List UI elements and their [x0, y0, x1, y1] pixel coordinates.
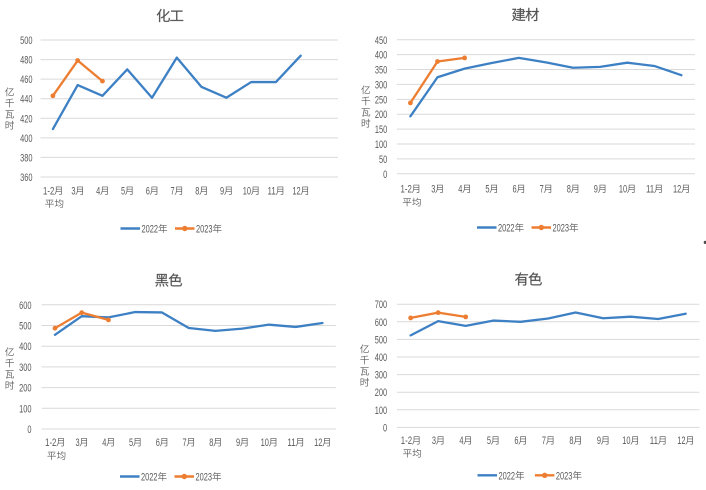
- svg-text:8: 8: [195, 186, 199, 198]
- svg-text:4: 4: [458, 184, 462, 196]
- svg-text:5: 5: [129, 437, 133, 449]
- svg-text:11: 11: [287, 437, 295, 449]
- svg-text:1-2: 1-2: [43, 186, 54, 198]
- svg-text:12: 12: [314, 437, 322, 449]
- svg-text:480: 480: [20, 55, 32, 67]
- svg-text:11: 11: [268, 186, 276, 198]
- svg-text:5: 5: [487, 435, 491, 447]
- svg-text:300: 300: [19, 362, 31, 374]
- svg-text:600: 600: [375, 317, 387, 329]
- svg-text:5: 5: [121, 186, 125, 198]
- svg-text:10: 10: [243, 186, 251, 198]
- svg-text:250: 250: [375, 94, 387, 106]
- svg-text:10: 10: [619, 184, 627, 196]
- svg-text:4: 4: [96, 186, 100, 198]
- svg-text:0: 0: [27, 424, 31, 436]
- svg-text:8: 8: [567, 184, 571, 196]
- svg-text:700: 700: [375, 299, 387, 311]
- svg-text:12: 12: [673, 184, 681, 196]
- svg-text:420: 420: [20, 113, 32, 125]
- svg-text:5: 5: [485, 184, 489, 196]
- svg-text:3: 3: [75, 437, 79, 449]
- svg-text:1-2: 1-2: [45, 437, 56, 449]
- svg-text:2023: 2023: [556, 470, 573, 482]
- svg-text:11: 11: [646, 184, 654, 196]
- svg-text:440: 440: [20, 94, 32, 106]
- svg-text:11: 11: [650, 435, 658, 447]
- svg-text:200: 200: [375, 109, 387, 121]
- svg-text:2023: 2023: [553, 223, 570, 235]
- svg-text:500: 500: [19, 321, 31, 333]
- svg-text:350: 350: [375, 65, 387, 77]
- svg-text:300: 300: [375, 370, 387, 382]
- svg-text:12: 12: [677, 435, 685, 447]
- svg-text:3: 3: [432, 435, 436, 447]
- svg-text:2022: 2022: [498, 223, 515, 235]
- svg-text:4: 4: [459, 435, 463, 447]
- svg-text:450: 450: [375, 35, 387, 47]
- svg-text:400: 400: [19, 341, 31, 353]
- svg-text:200: 200: [19, 383, 31, 395]
- svg-text:400: 400: [375, 352, 387, 364]
- svg-text:7: 7: [542, 435, 546, 447]
- svg-text:3: 3: [71, 186, 75, 198]
- svg-text:100: 100: [19, 403, 31, 415]
- svg-text:400: 400: [20, 133, 32, 145]
- svg-text:100: 100: [375, 139, 387, 151]
- svg-text:6: 6: [513, 184, 517, 196]
- svg-text:1-2: 1-2: [401, 435, 412, 447]
- svg-text:300: 300: [375, 79, 387, 91]
- svg-text:4: 4: [102, 437, 106, 449]
- svg-text:1-2: 1-2: [401, 184, 412, 196]
- svg-text:400: 400: [375, 50, 387, 62]
- svg-text:8: 8: [569, 435, 573, 447]
- svg-text:2022: 2022: [141, 472, 158, 484]
- svg-text:460: 460: [20, 74, 32, 86]
- svg-text:9: 9: [597, 435, 601, 447]
- svg-text:8: 8: [209, 437, 213, 449]
- svg-text:100: 100: [375, 405, 387, 417]
- svg-text:6: 6: [156, 437, 160, 449]
- svg-text:2022: 2022: [499, 470, 516, 482]
- svg-text:7: 7: [182, 437, 186, 449]
- svg-text:9: 9: [594, 184, 598, 196]
- svg-text:200: 200: [375, 387, 387, 399]
- svg-text:0: 0: [383, 422, 387, 434]
- svg-text:9: 9: [220, 186, 224, 198]
- svg-text:50: 50: [379, 154, 387, 166]
- svg-text:600: 600: [19, 300, 31, 312]
- svg-text:380: 380: [20, 152, 32, 164]
- svg-text:2023: 2023: [196, 472, 213, 484]
- svg-text:2022: 2022: [142, 224, 159, 236]
- svg-text:10: 10: [622, 435, 630, 447]
- svg-text:360: 360: [20, 172, 32, 184]
- svg-text:3: 3: [431, 184, 435, 196]
- svg-text:2023: 2023: [196, 224, 213, 236]
- svg-text:7: 7: [540, 184, 544, 196]
- svg-text:6: 6: [514, 435, 518, 447]
- svg-text:500: 500: [20, 35, 32, 47]
- svg-text:7: 7: [171, 186, 175, 198]
- svg-text:150: 150: [375, 124, 387, 136]
- svg-text:9: 9: [236, 437, 240, 449]
- svg-text:500: 500: [375, 334, 387, 346]
- svg-text:0: 0: [383, 169, 387, 181]
- svg-text:10: 10: [261, 437, 269, 449]
- svg-text:12: 12: [292, 186, 300, 198]
- svg-text:6: 6: [146, 186, 150, 198]
